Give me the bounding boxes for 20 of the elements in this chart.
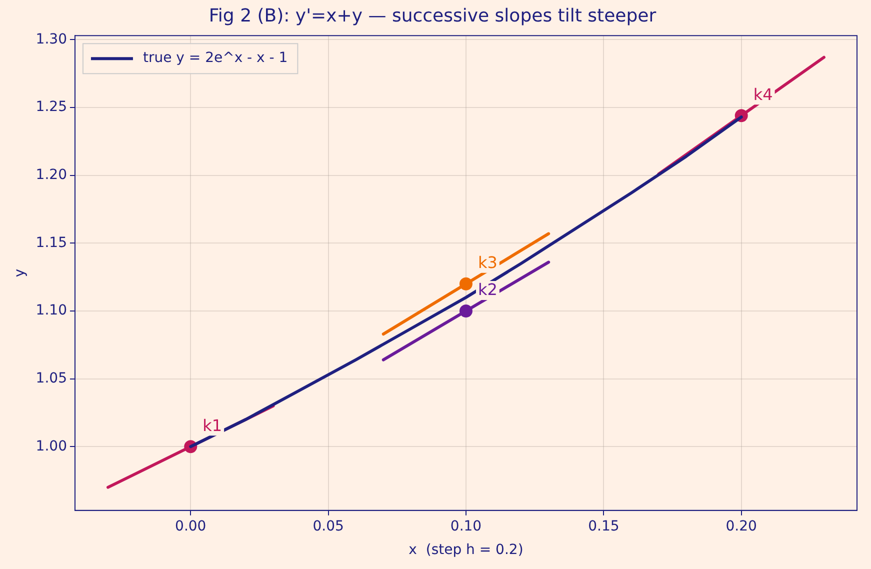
annotation: k1 (202, 416, 222, 435)
annotation: k2 (478, 280, 498, 300)
y-axis-title: y (12, 268, 28, 278)
x-tick-label: 0.15 (588, 518, 620, 534)
x-tick-label: 0.20 (726, 518, 757, 534)
annotation: k3 (478, 253, 498, 272)
y-tick-label: 1.05 (36, 370, 67, 386)
y-tick-label: 1.20 (36, 166, 67, 183)
y-tick-label: 1.30 (36, 31, 67, 48)
chart-title: Fig 2 (B): y'=x+y — successive slopes tilt steeper (208, 5, 657, 26)
x-tick-label: 0.05 (312, 518, 344, 534)
annotation: k4 (753, 84, 773, 104)
y-tick-label: 1.10 (36, 302, 67, 319)
x-tick-label: 0.10 (450, 518, 482, 534)
x-axis-title: x (step h = 0.2) (408, 542, 524, 558)
y-tick-label: 1.15 (36, 234, 67, 251)
y-tick-label: 1.00 (36, 438, 67, 454)
legend-label: true y = 2e^x - x - 1 (142, 50, 288, 66)
y-tick-label: 1.25 (36, 99, 67, 116)
x-tick-label: 0.00 (175, 518, 206, 534)
